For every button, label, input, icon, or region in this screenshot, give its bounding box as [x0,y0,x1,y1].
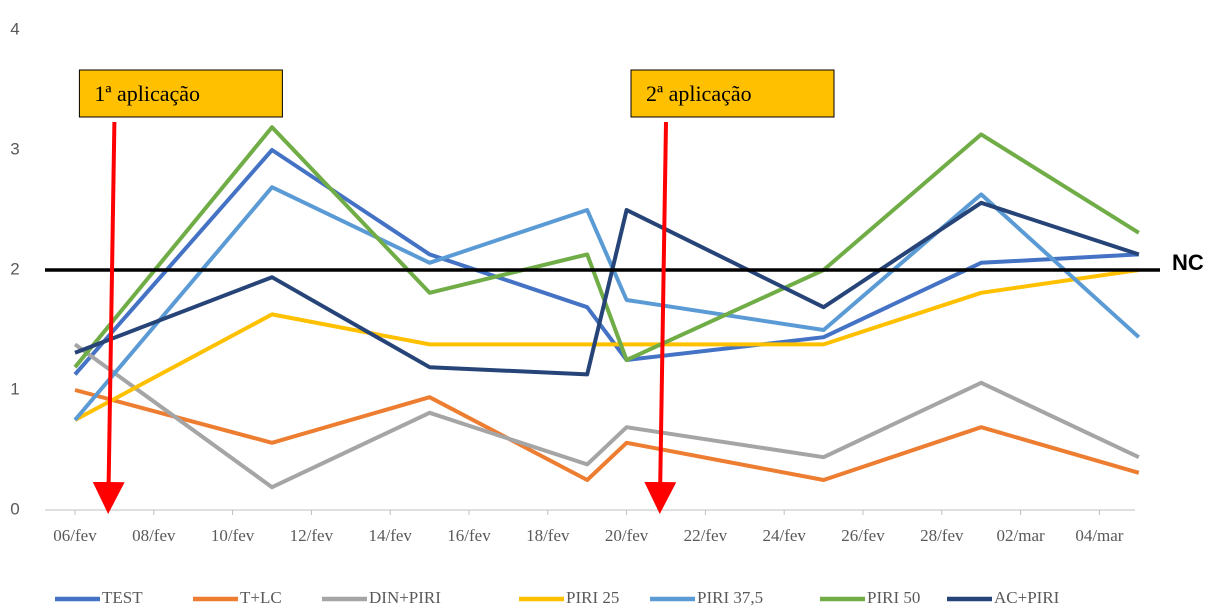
x-tick-label: 20/fev [605,526,649,545]
series-line [73,185,1141,422]
x-tick-label: 26/fev [841,526,885,545]
x-tick-label: 12/fev [290,526,334,545]
x-tick-label: 24/fev [762,526,806,545]
legend-label: AC+PIRI [994,588,1060,607]
annotation-box [78,69,283,118]
y-tick-label: 4 [10,19,19,38]
legend-label: PIRI 50 [867,588,920,607]
y-tick-label: 0 [10,499,19,518]
x-tick-label: 08/fev [132,526,176,545]
series-line [73,125,1140,369]
series-line [73,148,1139,376]
y-tick-label: 3 [10,139,19,158]
series-line [74,200,1140,377]
x-tick-label: 02/mar [997,526,1045,545]
x-tick-label: 10/fev [211,526,255,545]
x-tick-label: 14/fev [368,526,412,545]
legend-label: TEST [102,588,143,607]
x-tick-label: 28/fev [920,526,964,545]
legend-label: PIRI 25 [566,588,619,607]
y-tick-label: 1 [10,379,19,398]
series-line [74,268,1140,422]
annotation-arrow [644,121,677,514]
y-tick-label: 2 [10,259,19,278]
annotation-text: 1ª aplicação [94,81,200,106]
x-tick-label: 16/fev [447,526,491,545]
legend-label: T+LC [240,588,282,607]
annotation-arrow [92,121,125,514]
legend-label: PIRI 37,5 [697,588,763,607]
annotation-text: 2ª aplicação [646,81,752,106]
x-tick-label: 06/fev [53,526,97,545]
series-line [73,342,1140,490]
annotation-box [630,69,835,118]
x-tick-label: 18/fev [526,526,570,545]
x-tick-label: 04/mar [1075,526,1123,545]
series-line [74,388,1140,482]
reference-label: NC [1172,250,1204,275]
x-tick-label: 22/fev [684,526,728,545]
legend-label: DIN+PIRI [369,588,441,607]
